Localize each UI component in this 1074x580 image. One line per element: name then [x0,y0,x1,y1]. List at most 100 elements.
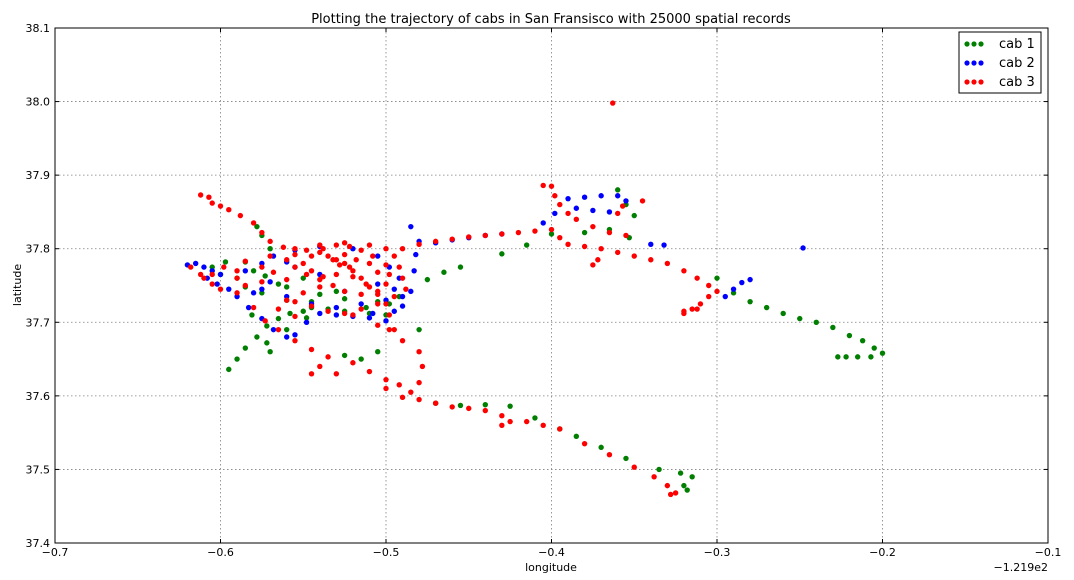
data-point [383,385,389,392]
data-point [581,194,588,200]
data-point [383,376,389,383]
data-point [466,234,472,240]
data-point [222,259,229,265]
data-point [192,260,199,267]
data-point [292,313,298,320]
data-point [694,306,700,312]
data-point [689,306,695,312]
data-point [206,194,212,200]
legend-marker-cab-2 [978,60,984,66]
data-point [499,231,505,237]
data-point [308,253,315,259]
data-point [262,273,268,279]
data-point [565,241,571,247]
data-point [557,234,563,241]
data-point [619,203,626,209]
data-point [610,100,616,106]
data-point [375,322,381,328]
data-point [843,354,849,360]
data-point [835,354,841,360]
data-point [565,210,571,217]
data-point [366,315,373,321]
data-point [336,262,343,268]
data-point [416,379,422,386]
data-point [280,244,287,250]
data-point [507,403,513,409]
data-point [350,312,356,318]
data-point [366,368,373,375]
data-point [730,286,737,292]
legend-item-cab-3: cab 3 [964,75,1035,90]
data-point [615,187,621,193]
x-offset-label: −1.219e2 [994,561,1048,574]
data-point [386,326,393,333]
data-point [532,415,538,421]
data-point [623,455,629,462]
data-point [300,260,306,267]
data-point [557,426,563,432]
data-point [606,452,613,458]
data-point [595,257,601,263]
series-1 [209,187,886,493]
data-point [317,284,323,290]
data-point [333,371,340,377]
data-point [540,220,546,226]
data-point [370,253,376,259]
data-point [552,193,558,199]
data-point [879,350,886,356]
data-point [396,264,402,270]
data-point [399,337,406,344]
data-point [598,246,604,252]
data-point [366,242,373,248]
data-point [237,212,244,219]
x-tick-label: −0.7 [42,546,69,559]
data-point [262,318,268,324]
grid-layer [54,27,1049,544]
data-point [341,240,348,246]
data-point [408,389,414,395]
data-point [226,286,232,292]
data-point [275,315,282,322]
data-point [739,279,745,286]
legend: cab 1 cab 2 cab 3 [958,31,1042,94]
data-point [797,315,803,322]
data-point [250,268,257,274]
y-tick-label: 37.6 [26,390,51,403]
y-tick-label: 38.0 [26,96,51,109]
data-point [267,238,273,245]
x-tick-label: −0.3 [704,546,731,559]
data-point [651,474,657,480]
data-point [353,257,359,263]
data-point [267,246,273,252]
data-point [399,394,406,401]
data-point [689,474,695,480]
data-point [317,242,323,248]
data-point [250,220,257,226]
data-point [300,290,306,296]
data-point [333,242,340,248]
data-point [358,356,364,362]
data-point [370,310,376,317]
data-point [763,304,770,311]
data-point [300,308,306,314]
data-point [661,242,667,248]
data-point [499,422,505,428]
data-point [275,326,282,333]
y-axis-label: latitude [11,264,24,306]
data-point [308,303,315,309]
data-point [868,354,874,360]
data-point [706,282,712,289]
data-point [540,182,546,189]
data-point [573,205,580,211]
data-point [350,273,356,280]
data-point [267,253,273,259]
data-point [259,229,265,236]
data-point [391,286,397,292]
y-tick-label: 38.1 [26,22,51,35]
data-point [358,291,364,298]
data-point [267,349,273,355]
legend-item-cab-1: cab 1 [964,37,1035,52]
data-point [648,241,654,247]
data-point [330,282,336,289]
data-point [631,253,637,259]
